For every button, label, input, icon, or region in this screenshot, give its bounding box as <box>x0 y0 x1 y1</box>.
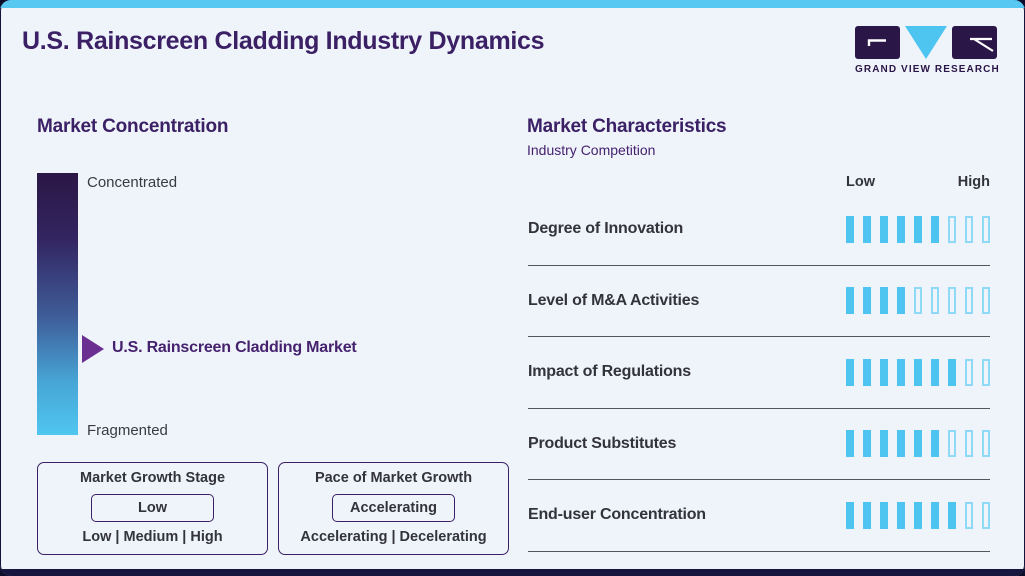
rating-segment-filled <box>846 501 854 529</box>
rating-segment-filled <box>846 430 854 458</box>
rating-segment-filled <box>931 358 939 386</box>
growth-pace-title: Pace of Market Growth <box>314 470 473 486</box>
market-growth-stage-box: Market Growth Stage Low Low | Medium | H… <box>37 462 268 555</box>
rating-segment-empty <box>982 358 990 386</box>
rating-segment-empty <box>965 430 973 458</box>
rating-bar <box>837 358 990 386</box>
rating-segment-empty <box>948 215 956 243</box>
rating-segment-filled <box>863 430 871 458</box>
market-position-label: U.S. Rainscreen Cladding Market <box>112 339 357 356</box>
characteristic-label: Degree of Innovation <box>528 220 684 238</box>
characteristic-row: Impact of Regulations <box>528 337 990 409</box>
rating-bar <box>837 215 990 243</box>
rating-segment-empty <box>965 287 973 315</box>
rating-segment-filled <box>863 501 871 529</box>
rating-segment-empty <box>982 430 990 458</box>
rating-segment-filled <box>846 215 854 243</box>
characteristic-label: Impact of Regulations <box>528 363 691 381</box>
growth-stage-selected-value: Low <box>91 493 214 522</box>
characteristics-rows: Degree of Innovation Level of M&A Activit… <box>528 194 990 552</box>
rating-segment-filled <box>846 287 854 315</box>
characteristic-row: Level of M&A Activities <box>528 266 990 337</box>
top-accent-bar <box>0 0 1025 8</box>
rating-segment-filled <box>931 501 939 529</box>
growth-pace-selected-value: Accelerating <box>332 493 455 522</box>
rating-segment-filled <box>863 215 871 243</box>
rating-bar <box>837 287 990 315</box>
rating-segment-empty <box>982 287 990 315</box>
rating-bar <box>837 430 990 458</box>
growth-stage-options: Low | Medium | High <box>82 529 223 545</box>
scale-high-label: High <box>957 174 990 190</box>
characteristic-label: Level of M&A Activities <box>528 291 700 309</box>
rating-segment-filled <box>897 287 905 315</box>
rating-segment-filled <box>897 430 905 458</box>
rating-segment-empty <box>982 501 990 529</box>
logo-r-square-icon <box>952 26 997 59</box>
rating-segment-empty <box>982 215 990 243</box>
logo-g-square-icon <box>855 26 900 59</box>
characteristic-row: End-user Concentration <box>528 480 990 552</box>
fragmented-label: Fragmented <box>87 422 168 439</box>
scale-low-label: Low <box>846 174 875 190</box>
logo-v-triangle-icon <box>905 26 947 59</box>
rating-scale-header: Low High <box>846 174 990 190</box>
rating-segment-empty <box>931 287 939 315</box>
rating-segment-filled <box>914 358 922 386</box>
rating-segment-filled <box>846 358 854 386</box>
rating-segment-filled <box>948 358 956 386</box>
logo-brand-text: GRAND VIEW RESEARCH <box>855 64 1000 75</box>
page-title: U.S. Rainscreen Cladding Industry Dynami… <box>22 27 545 55</box>
rating-segment-empty <box>948 287 956 315</box>
growth-pace-options: Accelerating | Decelerating <box>300 529 487 545</box>
market-position-arrow-icon <box>82 335 104 363</box>
concentration-gradient-bar <box>37 173 78 435</box>
rating-segment-filled <box>914 430 922 458</box>
gvr-logo-icons <box>855 26 997 60</box>
bottom-accent-bar <box>0 569 1025 576</box>
rating-segment-empty <box>948 430 956 458</box>
rating-segment-filled <box>880 287 888 315</box>
concentrated-label: Concentrated <box>87 174 178 191</box>
rating-segment-empty <box>965 501 973 529</box>
characteristic-row: Product Substitutes <box>528 409 990 480</box>
industry-competition-subtitle: Industry Competition <box>527 142 656 158</box>
rating-segment-filled <box>931 215 939 243</box>
rating-segment-filled <box>863 287 871 315</box>
market-characteristics-heading: Market Characteristics <box>527 116 727 137</box>
market-concentration-heading: Market Concentration <box>37 116 229 137</box>
rating-segment-filled <box>880 215 888 243</box>
rating-segment-empty <box>914 287 922 315</box>
rating-segment-filled <box>880 358 888 386</box>
rating-segment-empty <box>965 358 973 386</box>
rating-segment-filled <box>914 501 922 529</box>
rating-segment-filled <box>897 358 905 386</box>
rating-segment-filled <box>948 501 956 529</box>
gvr-logo: GRAND VIEW RESEARCH <box>855 26 1000 75</box>
characteristic-label: End-user Concentration <box>528 506 706 524</box>
rating-segment-empty <box>965 215 973 243</box>
rating-segment-filled <box>863 358 871 386</box>
growth-stage-title: Market Growth Stage <box>79 470 226 486</box>
rating-segment-filled <box>914 215 922 243</box>
rating-bar <box>837 501 990 529</box>
rating-segment-filled <box>880 430 888 458</box>
market-growth-pace-box: Pace of Market Growth Accelerating Accel… <box>278 462 509 555</box>
characteristic-row: Degree of Innovation <box>528 194 990 266</box>
rating-segment-filled <box>880 501 888 529</box>
rating-segment-filled <box>897 501 905 529</box>
characteristic-label: Product Substitutes <box>528 434 677 452</box>
rating-segment-filled <box>897 215 905 243</box>
rating-segment-filled <box>931 430 939 458</box>
